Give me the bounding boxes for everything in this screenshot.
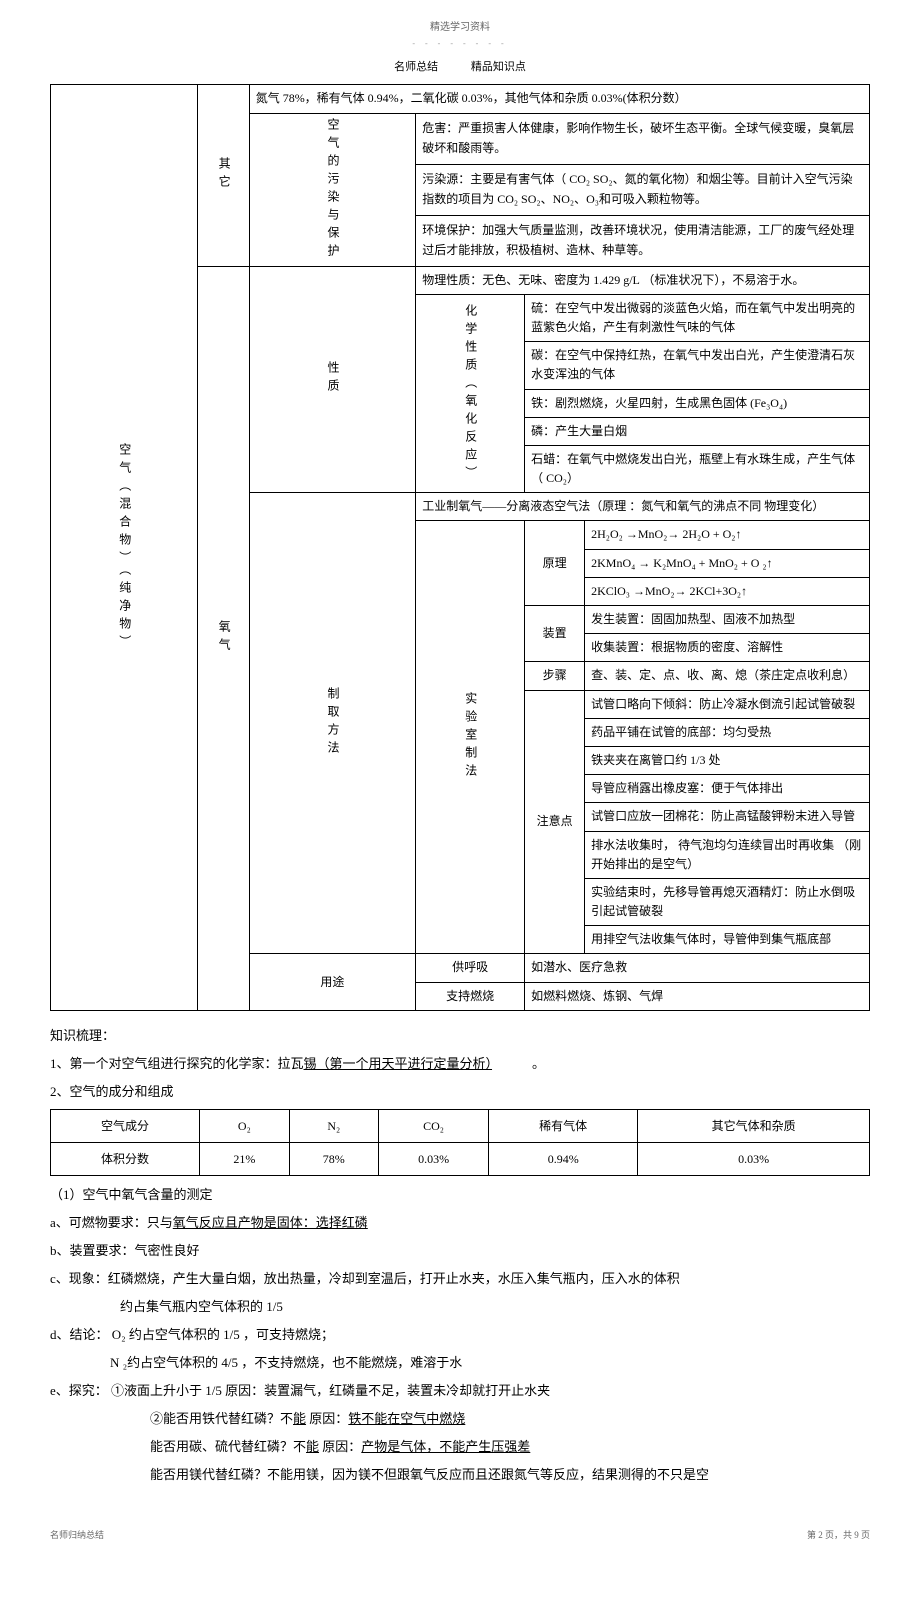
t8: d、结论： O₂ 约占空气体积的 1/5 ，可支持燃烧； bbox=[50, 1322, 870, 1348]
t7: c、现象：红磷燃烧，产生大量白烟，放出热量，冷却到室温后，打开止水夹，水压入集气… bbox=[50, 1266, 870, 1292]
cr5: 0.03% bbox=[638, 1142, 870, 1175]
col-notes: 注意点 bbox=[525, 690, 585, 954]
note4: 导管应稍露出橡皮塞：便于气体排出 bbox=[585, 775, 870, 803]
footer-right: 第 2 页，共 9 页 bbox=[807, 1528, 870, 1542]
cr0: 体积分数 bbox=[51, 1142, 200, 1175]
note1: 试管口略向下倾斜：防止冷凝水倒流引起试管破裂 bbox=[585, 690, 870, 718]
col-principle: 原理 bbox=[525, 521, 585, 606]
cr3: 0.03% bbox=[379, 1142, 489, 1175]
row-sulfur: 硫：在空气中发出微弱的淡蓝色火焰，而在氧气中发出明亮的蓝紫色火焰，产生有刺激性气… bbox=[525, 294, 870, 341]
ch3: CO₂ bbox=[379, 1109, 489, 1142]
note6: 排水法收集时， 待气泡均匀连续冒出时再收集 （刚开始排出的是空气） bbox=[585, 831, 870, 878]
page-footer: 名师归纳总结 第 2 页，共 9 页 bbox=[50, 1528, 870, 1542]
row-industrial: 工业制氧气——分离液态空气法（原理 ：氮气和氧气的沸点不同 物理变化） bbox=[416, 493, 870, 521]
t3: 2、空气的成分和组成 bbox=[50, 1079, 870, 1105]
cr4: 0.94% bbox=[489, 1142, 638, 1175]
t2a: 1、第一个对空气组进行探究的化学家：拉瓦 bbox=[50, 1056, 304, 1071]
t5: a、可燃物要求：只与氧气反应且产物是固体：选择红磷 bbox=[50, 1210, 870, 1236]
header-dots: - - - - - - - - bbox=[50, 38, 870, 51]
footer-left: 名师归纳总结 bbox=[50, 1528, 104, 1542]
ch0: 空气成分 bbox=[51, 1109, 200, 1142]
comp-header-row: 空气成分 O₂ N₂ CO₂ 稀有气体 其它气体和杂质 bbox=[51, 1109, 870, 1142]
device1: 发生装置：固固加热型、固液不加热型 bbox=[585, 606, 870, 634]
col-oxygen: 氧气 bbox=[198, 266, 249, 1010]
row-wax: 石蜡：在氧气中燃烧发出白光，瓶壁上有水珠生成，产生气体（ CO₂） bbox=[525, 445, 870, 492]
t9: e、探究： ①液面上升小于 1/5 原因：装置漏气，红磷量不足，装置未冷却就打开… bbox=[50, 1378, 870, 1404]
steps: 查、装、定、点、收、离、熄（茶庄定点收利息） bbox=[585, 662, 870, 690]
t2: 1、第一个对空气组进行探究的化学家：拉瓦锡（第一个用天平进行定量分析） 。 bbox=[50, 1051, 870, 1077]
row-protect: 环境保护：加强大气质量监测，改善环境状况，使用清洁能源，工厂的废气经处理过后才能… bbox=[416, 215, 870, 266]
note8: 用排空气法收集气体时，导管伸到集气瓶底部 bbox=[585, 926, 870, 954]
col-pollution: 空气的污染与保护 bbox=[249, 113, 416, 266]
t4: （1）空气中氧气含量的测定 bbox=[50, 1182, 870, 1208]
t12: 能否用镁代替红磷？不能用镁，因为镁不但跟氧气反应而且还跟氮气等反应，结果测得的不… bbox=[50, 1462, 870, 1488]
cr1: 21% bbox=[200, 1142, 289, 1175]
row-carbon: 碳：在空气中保持红热，在氧气中发出白光，产生使澄清石灰水变浑浊的气体 bbox=[525, 342, 870, 389]
t11b: 能 bbox=[306, 1439, 319, 1454]
t11a: 能否用碳、硫代替红磷？不 bbox=[150, 1439, 306, 1454]
sub-left: 名师总结 bbox=[394, 61, 438, 73]
note7: 实验结束时，先移导管再熄灭酒精灯：防止水倒吸引起试管破裂 bbox=[585, 878, 870, 925]
t5b: 氧气反应且产物是固体：选择红磷 bbox=[173, 1215, 368, 1230]
composition-table: 空气成分 O₂ N₂ CO₂ 稀有气体 其它气体和杂质 体积分数 21% 78%… bbox=[50, 1109, 870, 1176]
t11c: 原因： bbox=[319, 1439, 361, 1454]
t10b: 能 bbox=[293, 1411, 306, 1426]
device2: 收集装置：根据物质的密度、溶解性 bbox=[585, 634, 870, 662]
col-other: 其它 bbox=[198, 85, 249, 266]
row-hazard: 危害：严重损害人体健康，影响作物生长，破坏生态平衡。全球气候变暖，臭氧层破坏和酸… bbox=[416, 113, 870, 164]
eq2: 2KMnO₄ → K₂MnO₄ + MnO₂ + O ₂↑ bbox=[585, 549, 870, 577]
t2c: 。 bbox=[532, 1056, 545, 1071]
note5: 试管口应放一团棉花：防止高锰酸钾粉末进入导管 bbox=[585, 803, 870, 831]
row-iron: 铁：剧烈燃烧，火星四射，生成黑色固体 (Fe₃O₄) bbox=[525, 389, 870, 417]
row-source: 污染源：主要是有害气体（ CO₂ SO₂、氮的氧化物）和烟尘等。目前计入空气污染… bbox=[416, 164, 870, 215]
top-header: 精选学习资料 bbox=[50, 20, 870, 36]
col-chemprop: 化学性质（氧化反应） bbox=[416, 294, 525, 493]
col-device: 装置 bbox=[525, 606, 585, 662]
t10d: 铁不能在空气中燃烧 bbox=[348, 1411, 465, 1426]
t10: ②能否用铁代替红磷？不能 原因：铁不能在空气中燃烧 bbox=[50, 1406, 870, 1432]
note2: 药品平铺在试管的底部：均匀受热 bbox=[585, 718, 870, 746]
col-prep: 制取方法 bbox=[249, 493, 416, 954]
t10a: ②能否用铁代替红磷？不 bbox=[150, 1411, 293, 1426]
eq1: 2H₂O₂ →MnO₂→ 2H₂O + O₂↑ bbox=[585, 521, 870, 549]
row-nitrogen: 氮气 78%，稀有气体 0.94%，二氧化碳 0.03%，其他气体和杂质 0.0… bbox=[249, 85, 869, 113]
col-lab: 实验室制法 bbox=[416, 521, 525, 954]
ch4: 稀有气体 bbox=[489, 1109, 638, 1142]
t6: b、装置要求：气密性良好 bbox=[50, 1238, 870, 1264]
ch1: O₂ bbox=[200, 1109, 289, 1142]
t10c: 原因： bbox=[306, 1411, 348, 1426]
t2b: 锡（第一个用天平进行定量分析） bbox=[304, 1056, 493, 1071]
col-use: 用途 bbox=[249, 954, 416, 1010]
use2a: 支持燃烧 bbox=[416, 982, 525, 1010]
col-property: 性质 bbox=[249, 266, 416, 493]
sub-right: 精品知识点 bbox=[471, 61, 526, 73]
t8b: N ₂约占空气体积的 4/5 ，不支持燃烧，也不能燃烧，难溶于水 bbox=[50, 1350, 870, 1376]
cr2: 78% bbox=[289, 1142, 378, 1175]
text-section: 知识梳理： 1、第一个对空气组进行探究的化学家：拉瓦锡（第一个用天平进行定量分析… bbox=[50, 1023, 870, 1488]
comp-data-row: 体积分数 21% 78% 0.03% 0.94% 0.03% bbox=[51, 1142, 870, 1175]
note3: 铁夹夹在离管口约 1/3 处 bbox=[585, 746, 870, 774]
t1: 知识梳理： bbox=[50, 1023, 870, 1049]
row-phys: 物理性质：无色、无味、密度为 1.429 g/L （标准状况下），不易溶于水。 bbox=[416, 266, 870, 294]
col-air-mixture: 空气（混合物）（纯净物） bbox=[51, 85, 198, 1010]
sub-header: 名师总结 精品知识点 bbox=[50, 59, 870, 77]
use2b: 如燃料燃烧、炼钢、气焊 bbox=[525, 982, 870, 1010]
t11: 能否用碳、硫代替红磷？不能 原因：产物是气体，不能产生压强差 bbox=[50, 1434, 870, 1460]
ch5: 其它气体和杂质 bbox=[638, 1109, 870, 1142]
ch2: N₂ bbox=[289, 1109, 378, 1142]
col-steps: 步骤 bbox=[525, 662, 585, 690]
eq3: 2KClO₃ →MnO₂→ 2KCl+3O₂↑ bbox=[585, 577, 870, 605]
row-phos: 磷：产生大量白烟 bbox=[525, 417, 870, 445]
main-table: 空气（混合物）（纯净物） 其它 氮气 78%，稀有气体 0.94%，二氧化碳 0… bbox=[50, 84, 870, 1010]
use1a: 供呼吸 bbox=[416, 954, 525, 982]
use1b: 如潜水、医疗急救 bbox=[525, 954, 870, 982]
t11d: 产物是气体，不能产生压强差 bbox=[361, 1439, 530, 1454]
t5a: a、可燃物要求：只与 bbox=[50, 1215, 173, 1230]
t7b: 约占集气瓶内空气体积的 1/5 bbox=[50, 1294, 870, 1320]
